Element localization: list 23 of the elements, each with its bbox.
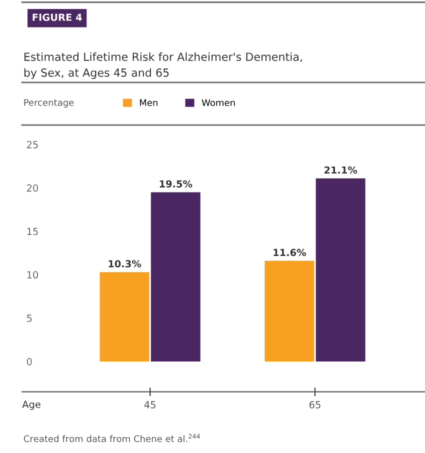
- bar: [264, 260, 314, 362]
- y-tick-label: 0: [26, 358, 32, 366]
- y-axis-title: Percentage: [24, 99, 74, 108]
- y-tick-label: 15: [27, 228, 38, 236]
- y-tick-label: 5: [27, 314, 32, 322]
- chart-title: Estimated Lifetime Risk for Alzheimer's Dementia, by Sex, at Ages 45 and 65: [24, 52, 302, 79]
- bar: [316, 178, 366, 362]
- legend-label: Women: [202, 99, 235, 106]
- bar: [150, 192, 200, 362]
- x-axis-title: Age: [22, 400, 40, 410]
- text: Created from data from Chene et al.$^{244}$: [24, 434, 200, 442]
- x-tick-label: 45: [144, 401, 156, 408]
- data-label: 10.3%: [108, 260, 142, 268]
- data-label: 11.6%: [274, 248, 306, 256]
- caption: FIGURE 4: [32, 14, 82, 21]
- bar: [100, 272, 150, 362]
- y-tick-label: 25: [26, 140, 38, 148]
- x-tick-label: 65: [309, 401, 320, 408]
- y-tick-label: 20: [26, 184, 38, 192]
- legend-label: Men: [140, 99, 158, 106]
- data-label: 19.5%: [160, 180, 192, 188]
- data-label: 21.1%: [324, 166, 358, 174]
- y-tick-label: 10: [27, 271, 38, 279]
